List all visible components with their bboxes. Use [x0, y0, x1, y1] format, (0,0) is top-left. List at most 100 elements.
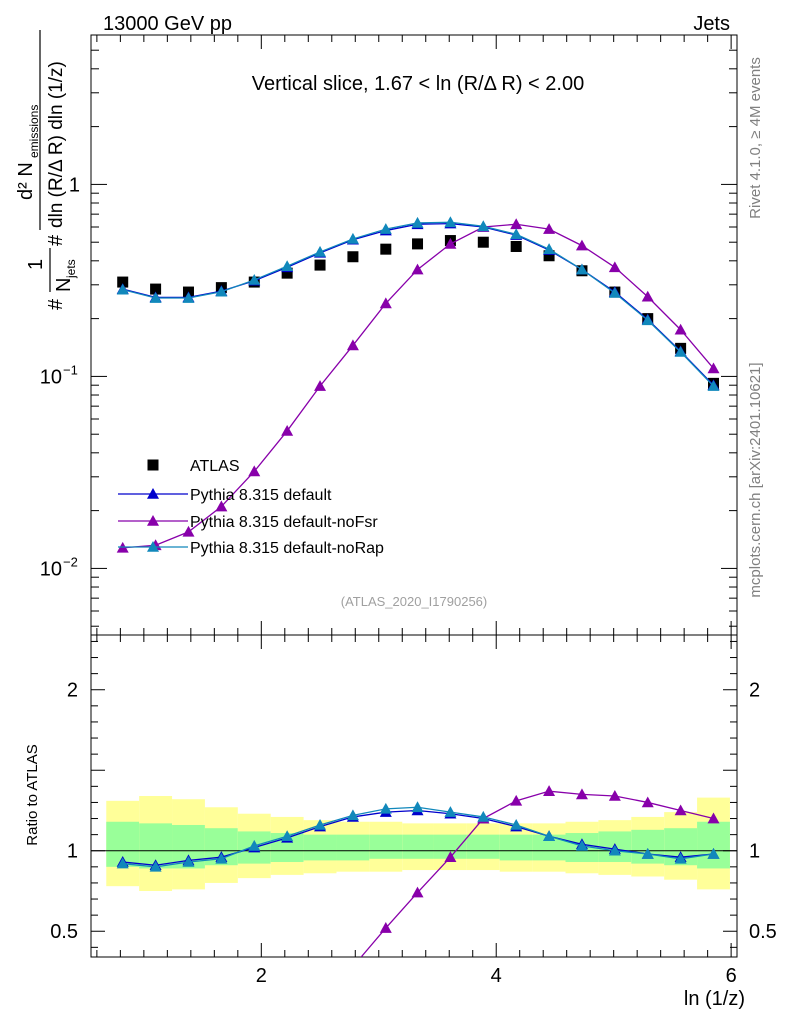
legend-label: Pythia 8.315 default [190, 487, 332, 504]
legend-item: ATLAS [147, 458, 240, 475]
y-tick-label: 10 [40, 558, 62, 580]
legend-label: Pythia 8.315 default-noRap [190, 540, 384, 557]
ratio-point [379, 802, 392, 814]
data-point [510, 240, 522, 252]
data-point [117, 276, 129, 288]
data-point [248, 465, 261, 477]
y-tick-label: 2 [67, 680, 78, 702]
xlabel: ln (1/z) [684, 988, 745, 1010]
data-point [575, 239, 588, 251]
ratio-point [543, 785, 556, 796]
data-point [248, 273, 261, 285]
data-point [380, 243, 392, 255]
ratio-point [444, 806, 457, 817]
data-point [411, 216, 424, 228]
header-right: Jets [693, 13, 730, 35]
data-point [215, 285, 228, 297]
ratio-point [281, 830, 294, 842]
data-point [281, 267, 293, 279]
y-tick-exponent: −1 [63, 362, 78, 377]
legend-marker [147, 541, 159, 552]
ylabel-numerator-sub: emissions [27, 105, 41, 158]
ratio-point [674, 804, 687, 816]
data-point [150, 283, 162, 295]
data-point [444, 216, 457, 228]
ratio-point [608, 790, 621, 801]
x-tick-label: 2 [256, 965, 267, 987]
legend-label: ATLAS [190, 458, 240, 475]
ratio-point [543, 830, 556, 842]
legend-item: Pythia 8.315 default-noFsr [118, 514, 378, 531]
data-point [444, 237, 457, 249]
legend-marker [147, 515, 159, 526]
ratio-point [510, 794, 523, 806]
ratio-point [674, 852, 687, 864]
data-point [314, 259, 326, 271]
y-tick-label: 1 [69, 174, 80, 196]
ratio-point [477, 810, 490, 822]
ratio-point [314, 818, 327, 830]
data-point [412, 238, 424, 250]
data-point [346, 339, 359, 351]
data-point [314, 245, 327, 257]
ratio-point [641, 847, 654, 859]
ratio-point [707, 847, 720, 859]
main-frame [90, 34, 738, 636]
ylabel-prefix-den: N [53, 278, 75, 292]
data-point [608, 261, 621, 273]
ratio-panel: 2 4 6 0.5 0.5 1 1 2 2 Ratio to ATLAS ln (1/z) [24, 634, 777, 1010]
data-point [149, 292, 162, 303]
band-inner [369, 834, 403, 859]
ratio-ylabel: Ratio to ATLAS [24, 744, 41, 845]
data-point [379, 223, 392, 234]
data-point [379, 297, 392, 309]
data-point [543, 243, 556, 254]
y-tick-label-right: 2 [749, 680, 760, 702]
legend-item: Pythia 8.315 default-noRap [118, 540, 384, 557]
band-inner [499, 834, 533, 861]
y-tick-label: 0.5 [50, 921, 78, 943]
main-ylabel: 1 N jets # # d² N emissions dln (R/Δ R) … [15, 30, 78, 310]
x-tick-label: 6 [726, 965, 737, 987]
main-title: Vertical slice, 1.67 < ln (R/Δ R) < 2.00 [252, 73, 584, 95]
data-point [707, 362, 720, 374]
data-point [707, 380, 720, 391]
data-point [116, 283, 129, 295]
legend-marker [147, 488, 159, 499]
legend-item: Pythia 8.315 default [118, 487, 332, 504]
ratio-point [149, 860, 162, 872]
data-point [674, 346, 687, 357]
ratio-point [575, 788, 588, 800]
ratio-point [248, 839, 261, 851]
data-point [510, 228, 523, 240]
ratio-frame [90, 634, 738, 958]
legend-label: Pythia 8.315 default-noFsr [190, 514, 378, 531]
data-point [510, 218, 523, 230]
band-inner [336, 834, 370, 861]
ratio-line [360, 790, 714, 957]
y-tick-label-right: 0.5 [749, 921, 777, 943]
data-point [674, 323, 687, 335]
y-tick-exponent: −2 [63, 554, 78, 569]
data-point [641, 314, 654, 326]
band-inner [303, 834, 337, 861]
data-point [543, 250, 555, 262]
rivet-label: Rivet 4.1.0, ≥ 4M events [747, 57, 764, 219]
series-3 [116, 216, 720, 391]
y-tick-label: 1 [67, 841, 78, 863]
series-0 [117, 235, 720, 389]
ratio-point [215, 852, 228, 864]
data-point [477, 220, 490, 232]
ratio-point [444, 851, 457, 862]
ratio-point [575, 839, 588, 851]
ylabel-prefix-sub: jets [64, 259, 78, 279]
ratio-series-1 [360, 785, 720, 957]
data-point [411, 263, 424, 275]
ylabel-denominator: dln (R/Δ R) dln (1/z) [46, 61, 67, 228]
svg-text:#: # [45, 298, 67, 310]
ratio-point [510, 818, 523, 830]
data-point [182, 292, 195, 303]
data-point [477, 236, 489, 248]
ratio-point [182, 856, 195, 867]
ratio-point [608, 844, 621, 856]
